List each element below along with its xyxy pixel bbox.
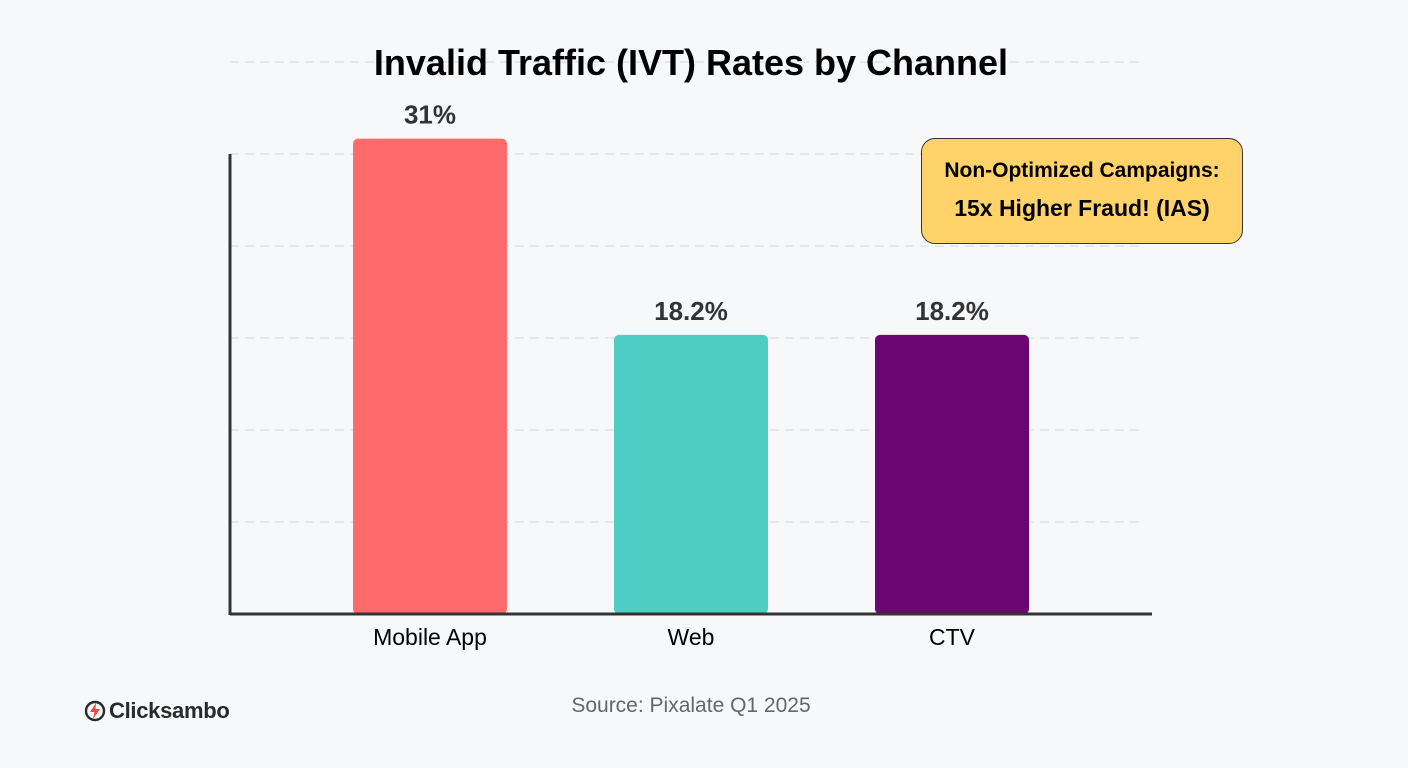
annotation-callout: Non-Optimized Campaigns: 15x Higher Frau… [921,138,1243,244]
data-label: 31% [404,100,456,130]
x-tick-label: Mobile App [373,624,487,650]
brand-name: Clicksambo [109,698,230,723]
bars [353,138,1029,614]
bar-web [614,334,768,614]
bar-mobile-app [353,138,507,614]
axes [228,154,1152,616]
bar-ctv [875,334,1029,614]
chart-title: Invalid Traffic (IVT) Rates by Channel [373,42,1009,83]
x-tick-label: Web [668,624,715,650]
labels: 31% Mobile App 18.2% Web 18.2% CTV [373,100,989,650]
annotation-line-2: 15x Higher Fraud! (IAS) [954,195,1210,221]
brand-logo: Clicksambo [84,698,230,724]
data-label: 18.2% [654,296,728,326]
clicksambo-logo-icon [84,700,106,722]
annotation-line-1: Non-Optimized Campaigns: [944,159,1220,182]
data-label: 18.2% [915,296,989,326]
x-tick-label: CTV [929,624,976,650]
source-note: Source: Pixalate Q1 2025 [571,694,811,717]
